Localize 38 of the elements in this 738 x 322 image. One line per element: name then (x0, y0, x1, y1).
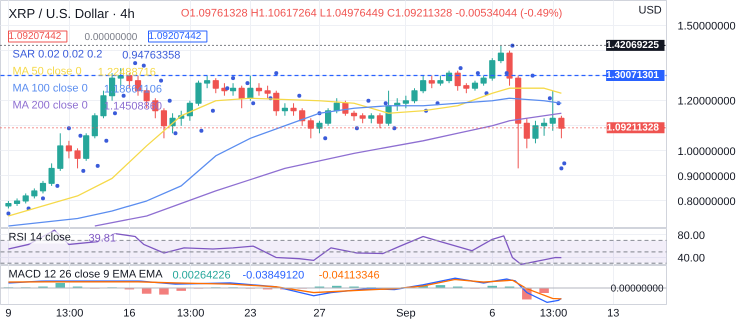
x-tick-label: 23 (244, 308, 256, 320)
annotation: 0.00264226 (172, 270, 231, 282)
x-tick-label: Sep (396, 308, 416, 320)
annotation: -0.03849120 (242, 270, 304, 282)
text: XRP / U.S. Dollar · 4h (8, 6, 135, 21)
y-tick-label: 80.00 (678, 230, 706, 242)
annotation: 39.81 (88, 232, 116, 244)
x-tick-label: 13:00 (56, 308, 84, 320)
annotation: O1.09761328 H1.10617264 L1.04976449 C1.09211328 -0.00534044 (-0.49%) (180, 8, 562, 20)
text: MA 50 close 0 (12, 66, 82, 78)
y-tick-label: 1.50000000 (678, 20, 736, 33)
annotation: 1.09207442 (148, 31, 202, 42)
text: MA 200 close 0 (12, 100, 88, 112)
x-tick-label: 9 (5, 308, 12, 320)
annotation: 0.00000000 (84, 32, 138, 43)
y-tick-label: 1.00000000 (678, 146, 736, 158)
chart-title: RSI 14 close (8, 232, 71, 244)
annotation: -0.04113346 (318, 270, 380, 282)
y-tick-label: 0.90000000 (678, 170, 736, 183)
annotation: USD (638, 4, 662, 16)
annotation: 0.00000000 (610, 283, 664, 294)
ref-line-label: 1.42069225 (606, 40, 660, 51)
annotation: 1.09207442 (8, 31, 62, 42)
x-tick-label: 13 (607, 308, 620, 320)
x-tick-label: 27 (313, 308, 326, 320)
ref-line-label: 1.30071301 (606, 70, 660, 81)
chart-title: MACD 12 26 close 9 EMA EMA (8, 268, 164, 280)
y-tick-label: 1.20000000 (678, 96, 736, 108)
text: SAR 0.02 0.02 0.2 (12, 48, 102, 60)
x-tick-label: 6 (489, 308, 496, 320)
x-tick-label: 13:00 (176, 308, 204, 320)
ref-line-label: 1.09211328 (606, 122, 660, 134)
x-tick-label: 16 (123, 308, 136, 320)
y-tick-label: 40.00 (678, 252, 706, 265)
x-tick-label: 13:00 (540, 308, 568, 320)
annotation: 0.94763358 (122, 50, 180, 62)
y-tick-label: 0.80000000 (678, 196, 736, 208)
text: MA 100 close 0 (12, 82, 88, 94)
